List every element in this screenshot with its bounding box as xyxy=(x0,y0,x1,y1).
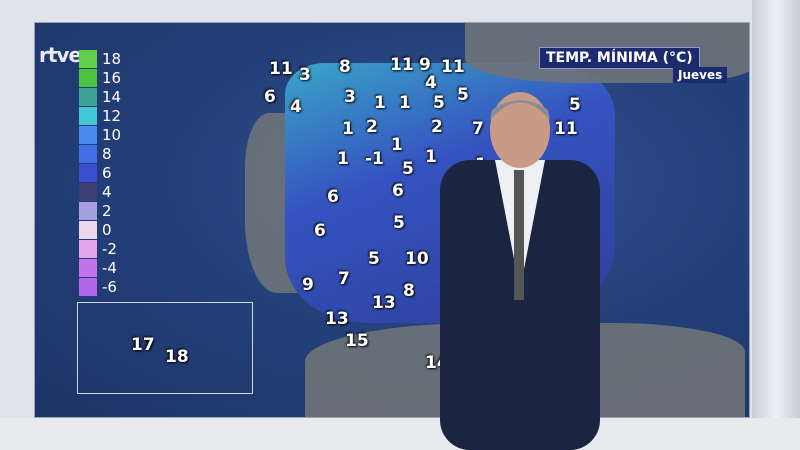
legend-label: 4 xyxy=(102,182,112,201)
temperature-label: 3 xyxy=(299,65,311,85)
legend-label: 10 xyxy=(102,125,122,144)
temperature-label: 1 xyxy=(342,119,354,139)
legend-swatch xyxy=(79,163,97,182)
map-day: Jueves xyxy=(673,67,728,83)
legend-label: 0 xyxy=(102,220,112,239)
temperature-label: 5 xyxy=(402,159,414,179)
legend-swatch xyxy=(79,258,97,277)
legend-swatch xyxy=(79,182,97,201)
temperature-label: 2 xyxy=(431,117,443,137)
temperature-label: 11 xyxy=(554,119,578,139)
temperature-label: 5 xyxy=(569,95,581,115)
temperature-label: 5 xyxy=(457,85,469,105)
temperature-label: 11 xyxy=(269,59,293,79)
legend-swatch xyxy=(79,201,97,220)
legend-label: 6 xyxy=(102,163,112,182)
legend-swatch xyxy=(79,49,97,68)
map-title: TEMP. MÍNIMA (°C) xyxy=(539,47,700,69)
legend-swatch xyxy=(79,87,97,106)
temperature-label: 15 xyxy=(345,331,369,351)
temperature-label: 2 xyxy=(366,117,378,137)
legend-label: 2 xyxy=(102,201,112,220)
temperature-label: 17 xyxy=(131,335,155,355)
temperature-label: 8 xyxy=(339,57,351,77)
legend-label: -2 xyxy=(102,239,117,258)
studio-frame xyxy=(752,0,800,450)
presenter xyxy=(440,92,600,450)
temperature-label: 8 xyxy=(403,281,415,301)
legend-label: 16 xyxy=(102,68,122,87)
temperature-label: 5 xyxy=(393,213,405,233)
temperature-label: 9 xyxy=(302,275,314,295)
rtve-logo: rtve xyxy=(39,43,82,67)
temperature-label: 1 xyxy=(374,93,386,113)
temperature-label: 6 xyxy=(392,181,404,201)
temperature-label: 11 xyxy=(390,55,414,75)
temperature-label: 5 xyxy=(368,249,380,269)
temperature-label: 4 xyxy=(290,97,302,117)
temperature-label: 7 xyxy=(338,269,350,289)
weather-map: rtve 18 16 14 12 10 8 6 4 2 0 -2 -4 -6 TEMP. MÍNIMA … xyxy=(34,22,750,418)
temperature-label: 1 xyxy=(391,135,403,155)
legend-item: 8 xyxy=(79,144,121,163)
temperature-label: 10 xyxy=(405,249,429,269)
legend-label: -4 xyxy=(102,258,117,277)
legend-item: 4 xyxy=(79,182,121,201)
temperature-label: 18 xyxy=(165,347,189,367)
temperature-label: 13 xyxy=(325,309,349,329)
legend-item: 10 xyxy=(79,125,121,144)
temperature-label: 13 xyxy=(372,293,396,313)
legend-item: 12 xyxy=(79,106,121,125)
legend-item: 14 xyxy=(79,87,121,106)
presenter-tie xyxy=(514,170,524,300)
studio-floor xyxy=(0,418,800,450)
legend-swatch xyxy=(79,125,97,144)
legend-label: 14 xyxy=(102,87,122,106)
temperature-label: 1 xyxy=(337,149,349,169)
temperature-label: 6 xyxy=(314,221,326,241)
temperature-label: 3 xyxy=(344,87,356,107)
legend-item: -4 xyxy=(79,258,121,277)
legend-item: 18 xyxy=(79,49,121,68)
temperature-label: 1 xyxy=(425,147,437,167)
temperature-legend: 18 16 14 12 10 8 6 4 2 0 -2 -4 -6 xyxy=(79,49,121,296)
legend-swatch xyxy=(79,106,97,125)
legend-item: 2 xyxy=(79,201,121,220)
temperature-label: 6 xyxy=(327,187,339,207)
legend-swatch xyxy=(79,277,97,296)
legend-swatch xyxy=(79,239,97,258)
legend-label: 12 xyxy=(102,106,122,125)
temperature-label: 7 xyxy=(472,119,484,139)
presenter-head xyxy=(490,92,550,168)
temperature-label: 5 xyxy=(433,93,445,113)
legend-swatch xyxy=(79,68,97,87)
temperature-label: 4 xyxy=(425,73,437,93)
temperature-label: -1 xyxy=(365,149,384,169)
temperature-label: 6 xyxy=(264,87,276,107)
legend-item: -2 xyxy=(79,239,121,258)
legend-item: 6 xyxy=(79,163,121,182)
legend-item: 0 xyxy=(79,220,121,239)
legend-label: -6 xyxy=(102,277,117,296)
temperature-label: 11 xyxy=(441,57,465,77)
legend-swatch xyxy=(79,220,97,239)
legend-item: 16 xyxy=(79,68,121,87)
presenter-suit xyxy=(440,160,600,450)
legend-label: 8 xyxy=(102,144,112,163)
temperature-label: 1 xyxy=(399,93,411,113)
temperature-label: 9 xyxy=(419,55,431,75)
legend-swatch xyxy=(79,144,97,163)
canary-islands-inset xyxy=(77,302,253,394)
legend-label: 18 xyxy=(102,49,122,68)
legend-item: -6 xyxy=(79,277,121,296)
